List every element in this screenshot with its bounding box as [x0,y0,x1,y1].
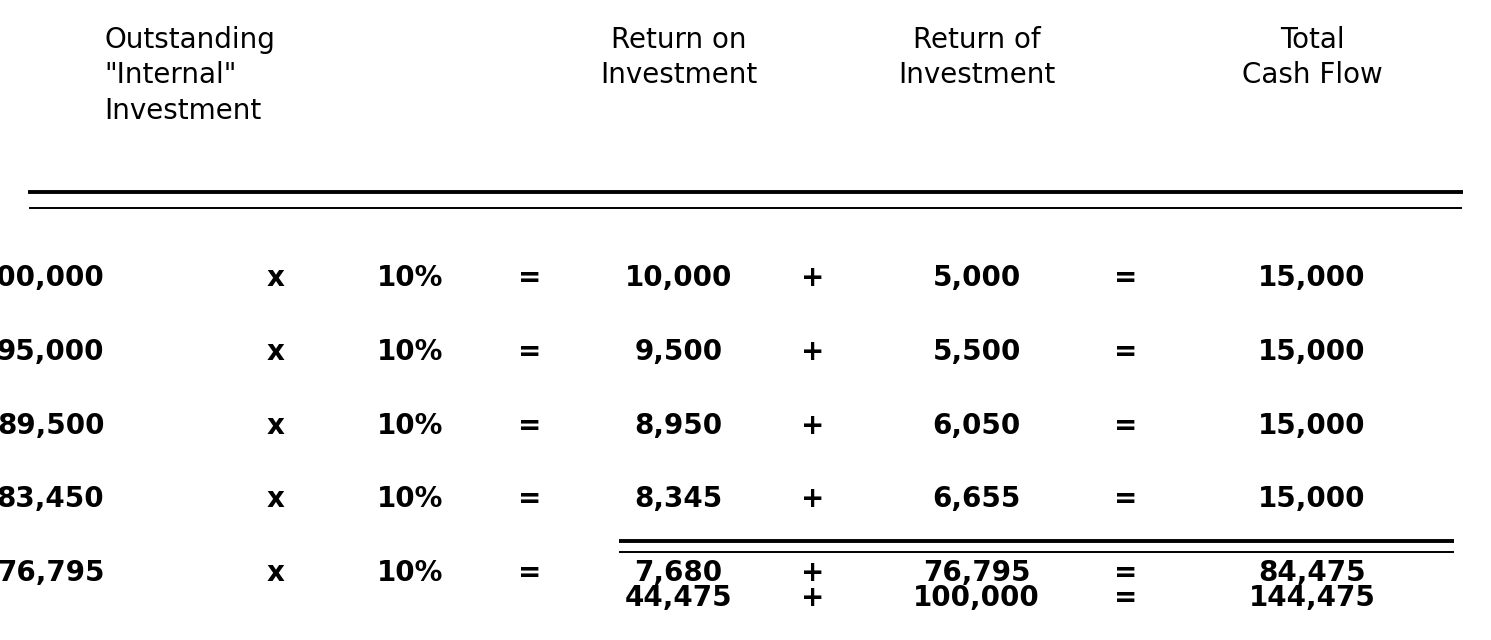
Text: =: = [517,559,541,587]
Text: 44,475: 44,475 [625,584,732,612]
Text: 9,500: 9,500 [634,338,723,366]
Text: x: x [267,264,285,292]
Text: 6,050: 6,050 [932,412,1021,440]
Text: Return on
Investment: Return on Investment [599,26,757,90]
Text: 10%: 10% [377,412,443,440]
Text: =: = [1114,584,1138,612]
Text: +: + [801,559,825,587]
Text: 8,345: 8,345 [634,485,723,513]
Text: +: + [801,264,825,292]
Text: =: = [517,485,541,513]
Text: =: = [517,338,541,366]
Text: 15,000: 15,000 [1258,338,1366,366]
Text: +: + [801,485,825,513]
Text: =: = [1114,338,1138,366]
Text: 76,795: 76,795 [0,559,104,587]
Text: 84,475: 84,475 [1258,559,1366,587]
Text: x: x [267,485,285,513]
Text: 6,655: 6,655 [932,485,1021,513]
Text: =: = [1114,485,1138,513]
Text: +: + [801,584,825,612]
Text: 10,000: 10,000 [625,264,732,292]
Text: 7,680: 7,680 [634,559,723,587]
Text: 100,000: 100,000 [912,584,1041,612]
Text: 10%: 10% [377,338,443,366]
Text: =: = [1114,412,1138,440]
Text: =: = [517,264,541,292]
Text: 15,000: 15,000 [1258,264,1366,292]
Text: =: = [1114,559,1138,587]
Text: 144,475: 144,475 [1248,584,1376,612]
Text: Return of
Investment: Return of Investment [898,26,1056,90]
Text: 5,000: 5,000 [932,264,1021,292]
Text: x: x [267,412,285,440]
Text: x: x [267,559,285,587]
Text: Total
Cash Flow: Total Cash Flow [1242,26,1382,90]
Text: 76,795: 76,795 [923,559,1030,587]
Text: 5,500: 5,500 [932,338,1021,366]
Text: 10%: 10% [377,559,443,587]
Text: 15,000: 15,000 [1258,485,1366,513]
Text: +: + [801,338,825,366]
Text: 8,950: 8,950 [634,412,723,440]
Text: 100,000: 100,000 [0,264,104,292]
Text: 83,450: 83,450 [0,485,104,513]
Text: 10%: 10% [377,264,443,292]
Text: x: x [267,338,285,366]
Text: 95,000: 95,000 [0,338,104,366]
Text: =: = [517,412,541,440]
Text: 15,000: 15,000 [1258,412,1366,440]
Text: =: = [1114,264,1138,292]
Text: Outstanding
"Internal"
Investment: Outstanding "Internal" Investment [104,26,276,125]
Text: 10%: 10% [377,485,443,513]
Text: +: + [801,412,825,440]
Text: 89,500: 89,500 [0,412,104,440]
